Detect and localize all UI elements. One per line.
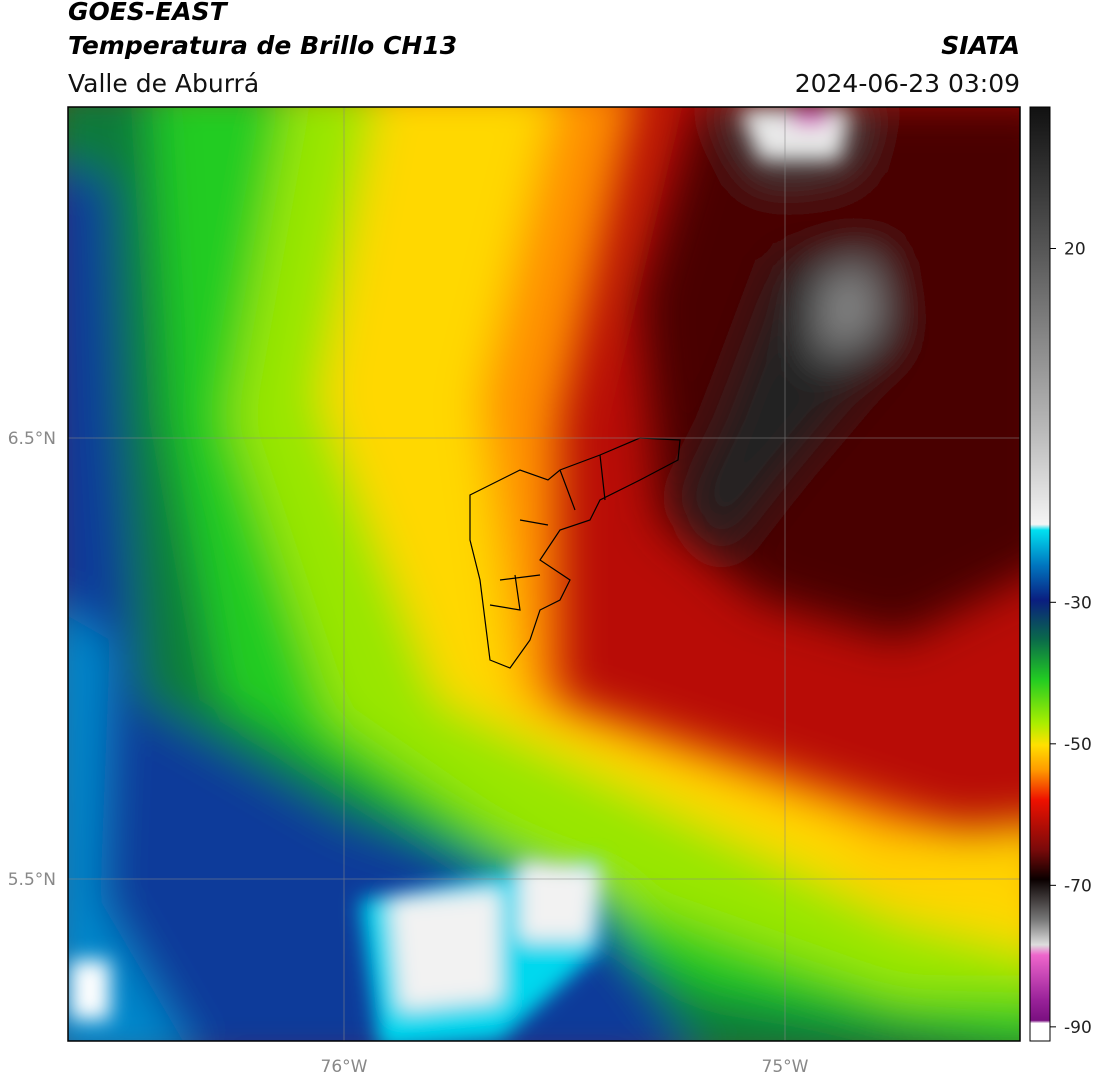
colorbar-tick-label: 20 (1064, 240, 1086, 260)
map-frame (67, 106, 1021, 1042)
region: Valle de Aburrá (68, 69, 259, 98)
lon-label: 75°W (762, 1057, 809, 1077)
datetime: 2024-06-23 03:09 (795, 69, 1020, 98)
colorbar-tick-label: -70 (1064, 876, 1092, 896)
colorbar-tick-label: -90 (1064, 1018, 1092, 1038)
satellite-title: GOES-EAST (68, 0, 229, 26)
colorbar-tick-label: -30 (1064, 593, 1092, 613)
colorbar (1029, 106, 1051, 1042)
colorbar-tick-label: -50 (1064, 735, 1092, 755)
graticule (68, 107, 1020, 1041)
agency: SIATA (941, 31, 1020, 60)
valley-boundary (469, 437, 681, 669)
product-title: Temperatura de Brillo CH13 (68, 31, 457, 60)
lat-label: 6.5°N (8, 429, 56, 449)
lon-label: 76°W (321, 1057, 368, 1077)
lat-label: 5.5°N (8, 870, 56, 890)
satellite-image (68, 107, 1020, 1041)
